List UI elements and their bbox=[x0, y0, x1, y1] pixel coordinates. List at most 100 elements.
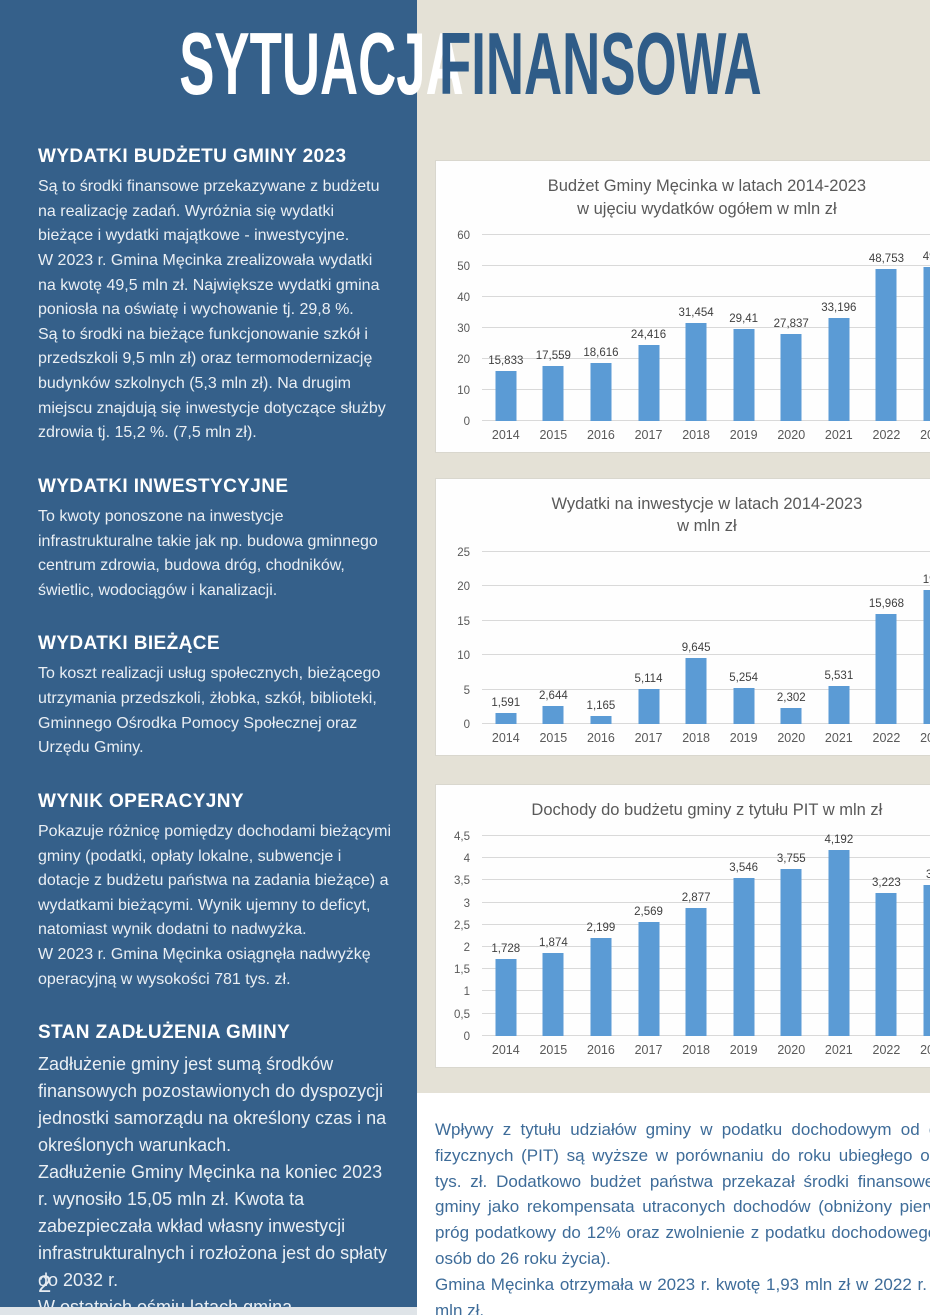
gridline bbox=[482, 834, 930, 836]
bar-slot: 3,546 bbox=[720, 836, 768, 1036]
bar-2015 bbox=[542, 366, 564, 421]
y-axis-tick-label: 0 bbox=[463, 719, 470, 732]
chart-panel-investments: Wydatki na inwestycje w latach 2014-2023… bbox=[435, 477, 930, 757]
x-axis: 2014 2015 2016 2017 2018 2019 2020 2021 2022 2023 bbox=[482, 1036, 930, 1057]
bar-value-label: 29,41 bbox=[729, 313, 759, 326]
bar-slot: 1,728 bbox=[482, 836, 530, 1036]
bar-2020 bbox=[780, 708, 802, 725]
bar-value-label: 19,5 bbox=[922, 573, 930, 586]
gridline bbox=[482, 551, 930, 553]
y-axis-tick-label: 4,5 bbox=[454, 830, 470, 843]
bar-2016 bbox=[590, 716, 612, 725]
bar-slot: 2,199 bbox=[577, 836, 625, 1036]
x-axis-tick-label: 2015 bbox=[539, 427, 568, 442]
y-axis-tick-label: 0 bbox=[463, 415, 470, 428]
x-axis-tick-label: 2022 bbox=[872, 731, 901, 746]
x-axis-tick-label: 2017 bbox=[634, 1042, 663, 1057]
gridline bbox=[482, 295, 930, 297]
bar-2016 bbox=[590, 938, 612, 1036]
bar-2019 bbox=[733, 878, 755, 1036]
y-axis-tick-label: 1,5 bbox=[454, 964, 470, 977]
bar-slot: 4,192 bbox=[815, 834, 863, 1036]
y-axis-tick-label: 0,5 bbox=[454, 1008, 470, 1021]
bar-slot: 5,114 bbox=[625, 552, 673, 725]
chart-title: Dochody do budżetu gminy z tytułu PIT w … bbox=[448, 799, 930, 822]
section-body: To koszt realizacji usług społecznych, b… bbox=[38, 665, 381, 757]
bar-value-label: 27,837 bbox=[773, 318, 809, 331]
x-axis-tick-label: 2018 bbox=[682, 427, 710, 442]
chart-title-line: Wydatki na inwestycje w latach 2014-2023 bbox=[551, 494, 863, 513]
bar-value-label: 5,114 bbox=[634, 672, 663, 685]
gridline bbox=[482, 654, 930, 656]
bar-slot: 3,755 bbox=[767, 836, 815, 1036]
bar-value-label: 31,454 bbox=[678, 307, 714, 320]
bar-slot: 17,559 bbox=[530, 235, 578, 421]
bar-2019 bbox=[733, 687, 755, 725]
bar-series: 15,833 17,559 18,616 24,416 31,454 29,41 27,83… bbox=[482, 235, 930, 421]
x-axis-tick-label: 2020 bbox=[777, 427, 806, 442]
chart-title: Budżet Gminy Męcinka w latach 2014-2023 w… bbox=[448, 175, 930, 221]
bar-2014 bbox=[495, 371, 517, 421]
chart-plot-area: 0 0,5 1 1,5 2 2,5 3 3,5 4 4,5 1,728 1,874 2,199 2,56… bbox=[454, 831, 930, 1043]
chart-panel-budget-total: Budżet Gminy Męcinka w latach 2014-2023 w… bbox=[435, 160, 930, 453]
chart-plot-area: 0 5 10 15 20 25 1,591 2,644 1,165 5,114 9,645 5,25… bbox=[457, 547, 930, 731]
bar-2014 bbox=[495, 959, 517, 1036]
bar-value-label: 3,223 bbox=[872, 876, 901, 889]
section-heading: WYDATKI INWESTYCYJNE bbox=[38, 475, 289, 497]
gridline bbox=[482, 233, 930, 235]
bar-2019 bbox=[733, 329, 755, 421]
page-title-right: FINANSOWA bbox=[439, 14, 762, 113]
y-axis: 0 5 10 15 20 25 bbox=[448, 547, 476, 731]
bar-value-label: 15,968 bbox=[868, 598, 904, 611]
x-axis-tick-label: 2018 bbox=[682, 731, 710, 746]
section-body: Pokazuje różnicę pomiędzy dochodami bież… bbox=[38, 822, 392, 988]
x-axis-tick-label: 2017 bbox=[634, 427, 663, 442]
x-axis-tick-label: 2022 bbox=[872, 427, 901, 442]
bar-slot: 1,874 bbox=[530, 836, 578, 1036]
bar-2018 bbox=[685, 907, 707, 1036]
bar-slot: 5,531 bbox=[815, 552, 863, 725]
bar-slot: 2,877 bbox=[672, 836, 720, 1036]
chart-plot-area: 0 10 20 30 40 50 60 15,833 17,559 18,616 24,416 31… bbox=[457, 230, 930, 428]
y-axis-tick-label: 1 bbox=[463, 986, 470, 999]
bar-value-label: 24,416 bbox=[630, 328, 667, 341]
bar-2023 bbox=[923, 884, 930, 1036]
x-axis-tick-label: 2016 bbox=[587, 731, 615, 746]
x-axis-tick-label: 2021 bbox=[824, 1042, 853, 1057]
gridline bbox=[482, 901, 930, 903]
bar-value-label: 1,165 bbox=[586, 700, 616, 713]
y-axis-tick-label: 25 bbox=[457, 547, 470, 560]
chart-title-line: Dochody do budżetu gminy z tytułu PIT w … bbox=[531, 801, 883, 820]
section-heading: STAN ZADŁUŻENIA GMINY bbox=[38, 1022, 291, 1044]
page-title-left: SYTUACJA bbox=[179, 14, 464, 113]
bar-value-label: 17,559 bbox=[535, 350, 571, 363]
y-axis-tick-label: 5 bbox=[463, 684, 470, 697]
bar-value-label: 1,591 bbox=[491, 697, 521, 710]
bar-2023 bbox=[923, 267, 930, 421]
x-axis-tick-label: 2018 bbox=[682, 1042, 710, 1057]
bar-value-label: 3,546 bbox=[729, 862, 759, 875]
chart-title: Wydatki na inwestycje w latach 2014-2023… bbox=[448, 493, 930, 539]
x-axis: 2014 2015 2016 2017 2018 2019 2020 2021 2022 2023 bbox=[482, 421, 930, 442]
x-axis-tick-label: 2023 bbox=[920, 731, 930, 746]
x-axis-tick-label: 2019 bbox=[729, 731, 758, 746]
bar-slot: 3,4 bbox=[910, 836, 930, 1036]
bar-2014 bbox=[495, 713, 517, 725]
bar-series: 1,591 2,644 1,165 5,114 9,645 5,254 2,302 5,531… bbox=[482, 552, 930, 725]
bar-value-label: 15,833 bbox=[488, 355, 524, 368]
x-axis-tick-label: 2020 bbox=[777, 1042, 806, 1057]
y-axis-tick-label: 40 bbox=[457, 291, 470, 304]
x-axis-tick-label: 2016 bbox=[587, 427, 615, 442]
bar-2017 bbox=[638, 344, 660, 421]
y-axis-tick-label: 30 bbox=[457, 322, 470, 335]
section-wydatki-inwestycyjne: WYDATKI INWESTYCYJNE To kwoty ponoszone … bbox=[38, 476, 393, 604]
bar-2015 bbox=[542, 705, 564, 725]
bar-2018 bbox=[685, 657, 707, 725]
chart-title-line: w mln zł bbox=[677, 517, 737, 536]
bar-slot: 49,5 bbox=[910, 235, 930, 421]
y-axis-tick-label: 3,5 bbox=[454, 875, 470, 888]
section-body: Są to środki finansowe przekazywane z bu… bbox=[38, 178, 386, 442]
y-axis: 0 10 20 30 40 50 60 bbox=[448, 230, 476, 428]
x-axis-tick-label: 2020 bbox=[777, 731, 806, 746]
